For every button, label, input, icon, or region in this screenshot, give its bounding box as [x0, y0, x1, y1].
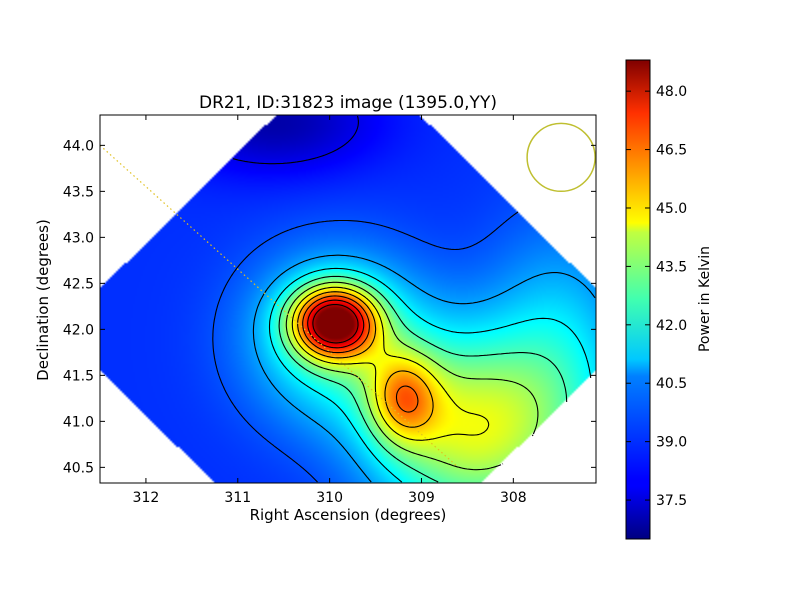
y-tick-label: 41.5: [63, 368, 94, 384]
colorbar-tick-label: 40.5: [656, 376, 687, 392]
x-axis-label: Right Ascension (degrees): [250, 506, 447, 524]
y-tick-label: 42.5: [63, 276, 94, 292]
plot-area: [100, 115, 596, 483]
chart-title: DR21, ID:31823 image (1395.0,YY): [199, 93, 497, 113]
colorbar-tick-label: 48.0: [656, 84, 687, 100]
colorbar-tick-label: 39.0: [656, 435, 687, 451]
colorbar-tick-label: 45.0: [656, 201, 687, 217]
colorbar-ticks: 37.5 39.0 40.5 42.0 43.5 45.0 46.5 48.0: [626, 84, 687, 509]
y-tick-label: 41.0: [63, 414, 94, 430]
x-tick-label: 312: [133, 490, 160, 506]
contour-line: [291, 286, 490, 441]
colorbar-tick-label: 37.5: [656, 493, 687, 509]
colorbar-label: Power in Kelvin: [697, 246, 713, 352]
x-tick-label: 308: [500, 490, 527, 506]
y-tick-label: 40.5: [63, 460, 94, 476]
dotted-line: [100, 144, 459, 468]
y-tick-label: 43.0: [63, 230, 94, 246]
y-tick-label: 43.5: [63, 184, 94, 200]
contour-line: [252, 254, 596, 483]
y-axis: 40.5 41.0 41.5 42.0 42.5 43.0 43.5 44.0: [63, 138, 596, 476]
contour-line: [302, 295, 419, 413]
x-tick-label: 311: [224, 490, 251, 506]
colorbar-gradient: [625, 59, 651, 540]
contour-line: [312, 303, 359, 344]
contour-line: [307, 299, 365, 349]
x-axis: 312 311 310 309 308: [133, 115, 527, 506]
heatmap-image: [100, 115, 596, 483]
contour-lines: [212, 115, 596, 483]
plot-frame: [99, 114, 597, 484]
beam-circle: [526, 122, 596, 193]
contour-line: [212, 211, 519, 483]
colorbar-tick-label: 43.5: [656, 259, 687, 275]
contour-line: [285, 281, 539, 471]
y-axis-label: Declination (degrees): [34, 219, 52, 381]
y-tick-label: 44.0: [63, 138, 94, 154]
x-tick-label: 309: [408, 490, 435, 506]
colorbar-tick-label: 46.5: [656, 143, 687, 159]
colorbar-tick-label: 42.0: [656, 318, 687, 334]
contour-line: [268, 267, 592, 483]
x-tick-label: 310: [316, 490, 343, 506]
contour-line: [297, 291, 434, 428]
colorbar: 37.5 39.0 40.5 42.0 43.5 45.0 46.5 48.0 Power i…: [625, 59, 713, 540]
y-tick-label: 42.0: [63, 322, 94, 338]
contour-line: [278, 275, 568, 483]
contour-line: [232, 115, 359, 165]
